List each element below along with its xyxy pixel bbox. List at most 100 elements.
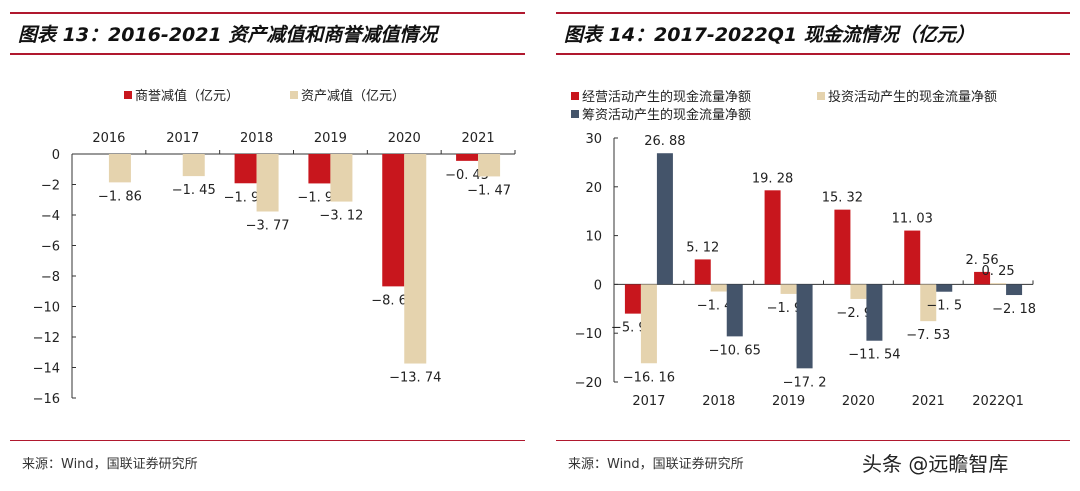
legend-label: 经营活动产生的现金流量净额 bbox=[582, 89, 751, 105]
title-rule-top bbox=[556, 12, 1070, 14]
y-tick-label: −14 bbox=[33, 362, 60, 377]
bar bbox=[382, 154, 405, 287]
source-note: 来源：Wind，国联证券研究所 bbox=[568, 457, 744, 472]
bar bbox=[256, 154, 279, 212]
bar bbox=[308, 154, 331, 184]
data-label: −1. 5 bbox=[926, 299, 962, 314]
y-tick-label: 0 bbox=[52, 148, 60, 163]
data-label: −10. 65 bbox=[709, 343, 761, 358]
legend-swatch bbox=[290, 91, 298, 99]
legend-swatch bbox=[817, 92, 825, 100]
bar bbox=[640, 284, 657, 364]
bar bbox=[780, 284, 797, 294]
data-label: 26. 88 bbox=[644, 134, 685, 149]
footer-rule bbox=[556, 440, 1070, 441]
category-label: 2019 bbox=[314, 131, 347, 146]
bar bbox=[624, 284, 641, 314]
category-label: 2021 bbox=[912, 394, 945, 409]
category-label: 2022Q1 bbox=[972, 394, 1024, 409]
legend-label: 投资活动产生的现金流量净额 bbox=[828, 89, 997, 105]
title-rule-top bbox=[10, 12, 525, 14]
right-panel: 图表 14：2017-2022Q1 现金流情况（亿元） 来源：Wind，国联证券… bbox=[556, 0, 1070, 491]
bar bbox=[866, 284, 883, 341]
footer-rule bbox=[10, 440, 525, 441]
data-label: −0. 45 bbox=[445, 168, 489, 183]
y-tick-label: 10 bbox=[585, 230, 602, 245]
data-label: 5. 12 bbox=[686, 240, 719, 255]
category-label: 2018 bbox=[702, 394, 735, 409]
bar bbox=[694, 259, 711, 285]
bar bbox=[726, 284, 743, 337]
category-label: 2017 bbox=[632, 394, 665, 409]
bar bbox=[710, 284, 727, 292]
data-label: −2. 18 bbox=[992, 302, 1036, 317]
legend-swatch bbox=[124, 91, 132, 99]
bar bbox=[456, 154, 479, 161]
y-tick-label: −2 bbox=[41, 179, 60, 194]
left-panel: 图表 13：2016-2021 资产减值和商誉减值情况 来源：Wind，国联证券… bbox=[10, 0, 525, 491]
data-label: 15. 32 bbox=[822, 191, 863, 206]
y-tick-label: −6 bbox=[41, 240, 60, 255]
data-label: −1. 93 bbox=[297, 190, 341, 205]
y-tick-label: −20 bbox=[575, 376, 602, 391]
watermark: 头条 @远瞻智库 bbox=[862, 452, 1009, 476]
data-label: 11. 03 bbox=[892, 212, 933, 227]
bar bbox=[974, 271, 991, 285]
y-tick-label: 30 bbox=[585, 132, 602, 147]
bar bbox=[108, 154, 131, 183]
legend-label: 筹资活动产生的现金流量净额 bbox=[582, 107, 751, 123]
data-label: −1. 47 bbox=[467, 183, 511, 198]
legend-swatch bbox=[571, 110, 579, 118]
y-tick-label: −8 bbox=[41, 270, 60, 285]
category-label: 2016 bbox=[92, 131, 125, 146]
bar bbox=[234, 154, 257, 184]
category-label: 2017 bbox=[166, 131, 199, 146]
bar bbox=[330, 154, 353, 202]
y-tick-label: −12 bbox=[33, 331, 60, 346]
chart-title: 图表 13：2016-2021 资产减值和商誉减值情况 bbox=[18, 24, 438, 46]
data-label: −7. 53 bbox=[906, 328, 950, 343]
bar bbox=[796, 284, 813, 369]
data-label: −13. 74 bbox=[389, 371, 441, 386]
data-label: −3. 12 bbox=[319, 209, 363, 224]
title-rule-bottom bbox=[556, 53, 1070, 55]
legend-swatch bbox=[571, 92, 579, 100]
bar bbox=[920, 284, 937, 322]
data-label: 19. 28 bbox=[752, 171, 793, 186]
data-label: −3. 77 bbox=[246, 218, 290, 233]
bar bbox=[990, 283, 1007, 285]
y-tick-label: −16 bbox=[33, 392, 60, 407]
bar bbox=[404, 154, 427, 364]
data-label: 2. 56 bbox=[966, 253, 999, 268]
source-note: 来源：Wind，国联证券研究所 bbox=[22, 457, 198, 472]
bar bbox=[904, 230, 921, 285]
bar bbox=[850, 284, 867, 299]
category-label: 2018 bbox=[240, 131, 273, 146]
category-label: 2020 bbox=[388, 131, 421, 146]
data-label: −1. 45 bbox=[172, 183, 216, 198]
data-label: −1. 86 bbox=[98, 189, 142, 204]
category-label: 2019 bbox=[772, 394, 805, 409]
bar bbox=[936, 284, 953, 292]
data-label: −11. 54 bbox=[848, 348, 900, 363]
data-label: −17. 2 bbox=[783, 375, 827, 390]
y-tick-label: −4 bbox=[41, 209, 60, 224]
category-label: 2020 bbox=[842, 394, 875, 409]
bar bbox=[656, 153, 673, 285]
bar bbox=[182, 154, 205, 177]
data-label: −1. 92 bbox=[224, 190, 268, 205]
data-label: −16. 16 bbox=[623, 370, 675, 385]
y-tick-label: 20 bbox=[585, 181, 602, 196]
legend-label: 资产减值（亿元） bbox=[301, 88, 405, 104]
bar bbox=[478, 154, 501, 177]
chart-title: 图表 14：2017-2022Q1 现金流情况（亿元） bbox=[564, 24, 975, 46]
y-tick-label: −10 bbox=[575, 327, 602, 342]
category-label: 2021 bbox=[462, 131, 495, 146]
bar bbox=[1006, 284, 1023, 296]
bar bbox=[834, 209, 851, 285]
data-label: −8. 68 bbox=[371, 293, 415, 308]
data-label: 0. 25 bbox=[982, 264, 1015, 279]
y-tick-label: −10 bbox=[33, 301, 60, 316]
title-rule-bottom bbox=[10, 53, 525, 55]
